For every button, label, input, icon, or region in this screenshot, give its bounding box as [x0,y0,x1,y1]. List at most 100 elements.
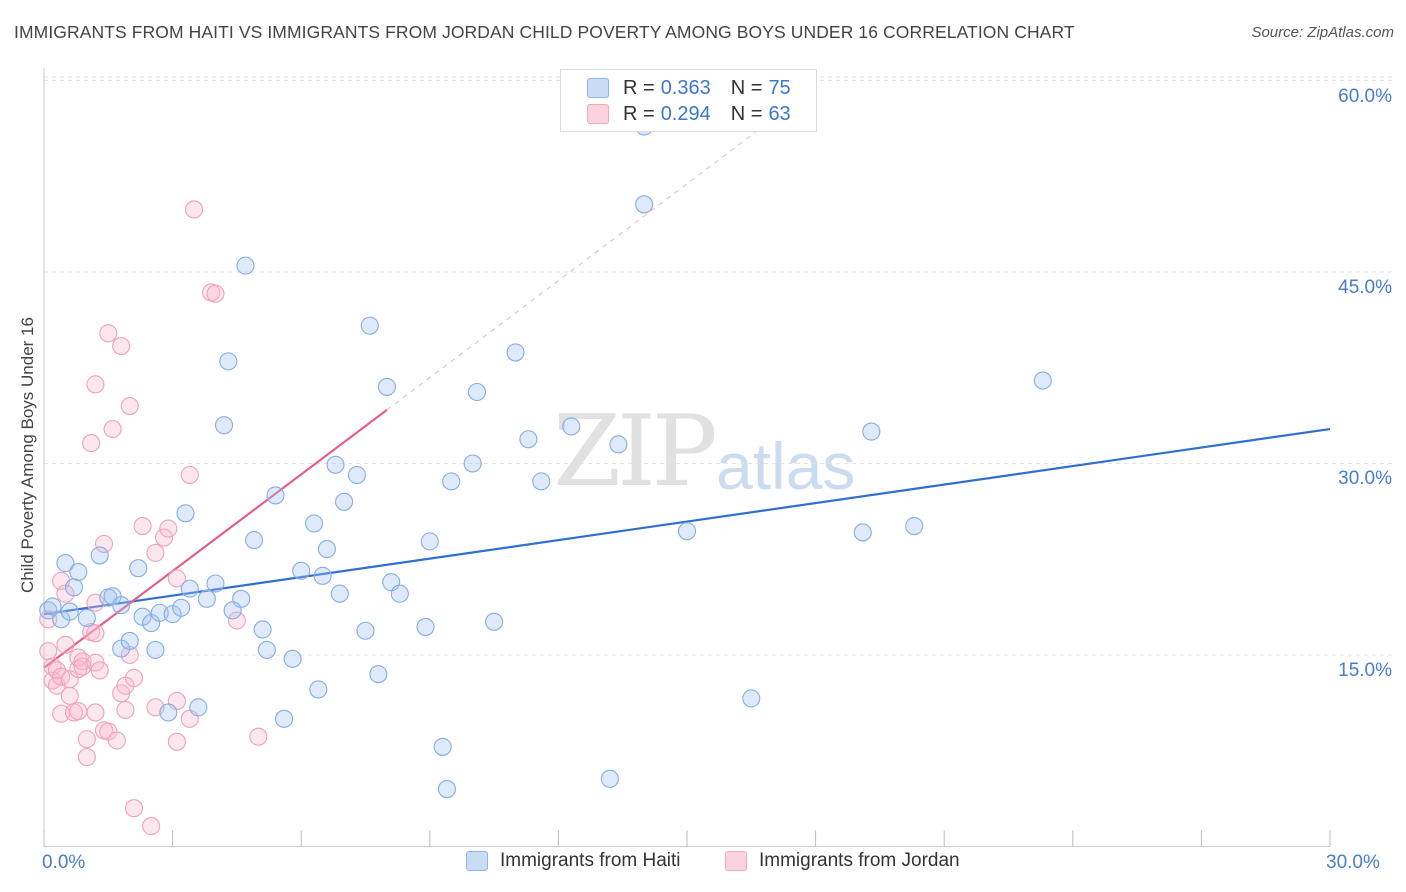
series-legend: Immigrants from Haiti Immigrants from Jo… [0,850,1406,878]
jordan-r-value: 0.294 [660,102,711,125]
legend-item-haiti: Immigrants from Haiti [466,850,681,872]
point-jordan [146,543,165,562]
point-haiti [317,539,336,559]
point-haiti [433,737,452,756]
point-jordan [167,569,186,588]
legend-haiti-label: Immigrants from Haiti [500,850,681,871]
point-haiti [330,584,349,603]
point-haiti [180,579,199,598]
point-haiti [112,596,131,615]
point-haiti [150,603,169,622]
y-tick-60: 60.0% [1338,86,1392,107]
point-haiti [60,602,79,621]
point-jordan [120,396,139,416]
point-jordan [142,817,161,836]
point-jordan [167,732,186,751]
point-haiti [257,640,276,659]
jordan-r-label: R = [623,102,655,125]
point-jordan [103,419,122,439]
point-jordan [112,336,131,356]
trend-line-jordan-extension [386,86,816,411]
point-jordan [116,700,135,719]
point-haiti [206,574,225,593]
point-haiti [905,517,924,536]
point-haiti [677,522,697,541]
point-jordan [124,668,144,688]
point-jordan [90,661,109,680]
point-haiti [309,680,328,699]
trend-jordan [43,86,816,669]
chart-title: IMMIGRANTS FROM HAITI VS IMMIGRANTS FROM… [14,22,1075,42]
point-jordan [154,528,174,547]
point-haiti [416,617,435,636]
haiti-n-value: 75 [768,76,791,99]
point-haiti [562,417,581,436]
jordan-swatch [587,104,609,124]
legend-jordan-label: Immigrants from Jordan [759,850,960,871]
point-jordan [159,519,178,538]
point-haiti [1033,371,1052,390]
point-jordan [60,686,79,705]
point-haiti [463,454,482,473]
point-jordan [94,534,114,553]
point-haiti [232,589,251,608]
point-haiti [69,562,88,582]
legend-row-haiti: R = 0.363 N = 75 [587,76,811,100]
point-haiti [219,352,238,371]
points-haiti [39,117,1052,799]
point-haiti [283,649,302,668]
point-haiti [236,256,255,275]
point-haiti [313,566,332,585]
point-jordan [249,727,268,746]
y-tick-15: 15.0% [1338,660,1392,681]
point-haiti [442,472,461,491]
correlation-legend: R = 0.363 N = 75 R = 0.294 N = 63 [560,69,817,132]
point-haiti [159,703,178,722]
point-haiti [390,584,409,603]
jordan-n-label: N = [730,102,763,125]
point-jordan [107,731,126,750]
point-haiti [335,492,354,511]
point-haiti [437,779,456,799]
source-label: Source: ZipAtlas.com [1251,24,1394,41]
point-haiti [467,382,487,402]
point-haiti [129,559,148,578]
legend-haiti-swatch [466,851,488,871]
point-haiti [43,597,62,616]
point-haiti [369,665,388,684]
point-jordan [206,284,225,303]
point-jordan [180,465,199,485]
point-haiti [253,620,272,639]
point-jordan [124,799,144,818]
point-haiti [197,589,216,608]
point-haiti [120,631,139,651]
point-haiti [853,523,872,542]
point-jordan [86,703,105,722]
point-haiti [609,435,628,454]
trend-haiti [43,427,1331,616]
point-haiti [77,608,96,628]
point-jordan [86,375,105,394]
trend-line-haiti [43,427,1331,616]
axes [43,68,1331,847]
points-jordan [39,200,268,836]
point-haiti [266,486,285,505]
point-haiti [506,343,525,362]
jordan-n-value: 63 [768,102,791,125]
point-haiti [742,689,761,708]
legend-jordan-swatch [725,851,747,871]
y-tick-30: 30.0% [1338,468,1392,489]
point-haiti [356,621,375,640]
x-tick-30: 30.0% [1326,852,1380,873]
point-jordan [73,652,92,671]
point-haiti [172,598,191,617]
point-haiti [64,578,84,597]
grid-lines [44,76,1395,656]
point-jordan [77,730,96,749]
point-jordan [184,200,204,219]
point-haiti [146,640,165,659]
y-tick-45: 45.0% [1338,277,1392,298]
point-haiti [292,561,311,580]
haiti-r-value: 0.363 [660,76,711,99]
legend-row-jordan: R = 0.294 N = 63 [587,102,811,126]
